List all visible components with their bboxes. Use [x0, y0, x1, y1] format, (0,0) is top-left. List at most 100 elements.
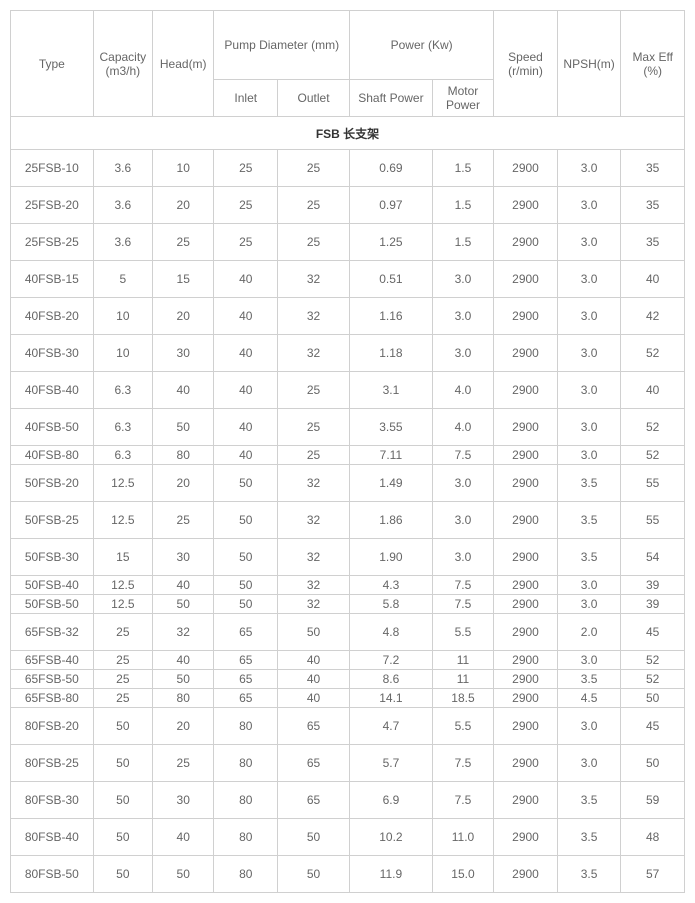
cell-motor: 3.0 — [432, 261, 493, 298]
table-row: 50FSB-4012.54050324.37.529003.039 — [11, 576, 685, 595]
table-row: 40FSB-506.35040253.554.029003.052 — [11, 409, 685, 446]
cell-motor: 3.0 — [432, 465, 493, 502]
section-row: FSB 长支架 — [11, 117, 685, 150]
cell-cap: 12.5 — [93, 595, 152, 614]
cell-speed: 2900 — [494, 539, 558, 576]
cell-speed: 2900 — [494, 261, 558, 298]
cell-eff: 45 — [621, 614, 685, 651]
cell-inlet: 80 — [214, 782, 278, 819]
cell-motor: 5.5 — [432, 614, 493, 651]
header-npsh: NPSH(m) — [557, 11, 621, 117]
cell-npsh: 2.0 — [557, 614, 621, 651]
cell-speed: 2900 — [494, 651, 558, 670]
cell-shaft: 0.97 — [350, 187, 433, 224]
cell-motor: 7.5 — [432, 595, 493, 614]
header-pump-diameter: Pump Diameter (mm) — [214, 11, 350, 80]
cell-inlet: 65 — [214, 670, 278, 689]
table-row: 40FSB-30103040321.183.029003.052 — [11, 335, 685, 372]
table-row: 65FSB-40254065407.21129003.052 — [11, 651, 685, 670]
cell-npsh: 3.0 — [557, 150, 621, 187]
cell-head: 25 — [153, 745, 214, 782]
cell-eff: 39 — [621, 595, 685, 614]
cell-shaft: 1.18 — [350, 335, 433, 372]
cell-head: 20 — [153, 187, 214, 224]
cell-shaft: 4.8 — [350, 614, 433, 651]
cell-motor: 7.5 — [432, 576, 493, 595]
table-row: 80FSB-505050805011.915.029003.557 — [11, 856, 685, 893]
cell-speed: 2900 — [494, 409, 558, 446]
cell-head: 30 — [153, 782, 214, 819]
cell-speed: 2900 — [494, 708, 558, 745]
header-type: Type — [11, 11, 94, 117]
cell-speed: 2900 — [494, 446, 558, 465]
cell-outlet: 40 — [278, 651, 350, 670]
cell-speed: 2900 — [494, 670, 558, 689]
cell-motor: 3.0 — [432, 539, 493, 576]
cell-eff: 48 — [621, 819, 685, 856]
cell-type: 40FSB-80 — [11, 446, 94, 465]
cell-shaft: 3.1 — [350, 372, 433, 409]
cell-head: 25 — [153, 224, 214, 261]
cell-inlet: 50 — [214, 539, 278, 576]
cell-type: 65FSB-32 — [11, 614, 94, 651]
table-row: 65FSB-32253265504.85.529002.045 — [11, 614, 685, 651]
cell-type: 40FSB-40 — [11, 372, 94, 409]
header-outlet: Outlet — [278, 80, 350, 117]
header-motor-power: Motor Power — [432, 80, 493, 117]
cell-type: 25FSB-20 — [11, 187, 94, 224]
cell-outlet: 25 — [278, 187, 350, 224]
cell-cap: 12.5 — [93, 465, 152, 502]
table-row: 50FSB-30153050321.903.029003.554 — [11, 539, 685, 576]
cell-cap: 50 — [93, 745, 152, 782]
cell-motor: 3.0 — [432, 335, 493, 372]
cell-outlet: 25 — [278, 409, 350, 446]
cell-eff: 59 — [621, 782, 685, 819]
cell-npsh: 3.0 — [557, 335, 621, 372]
cell-npsh: 3.0 — [557, 576, 621, 595]
cell-eff: 52 — [621, 670, 685, 689]
cell-inlet: 25 — [214, 150, 278, 187]
header-shaft-power: Shaft Power — [350, 80, 433, 117]
cell-shaft: 8.6 — [350, 670, 433, 689]
table-row: 40FSB-806.38040257.117.529003.052 — [11, 446, 685, 465]
cell-speed: 2900 — [494, 745, 558, 782]
cell-inlet: 40 — [214, 409, 278, 446]
cell-type: 65FSB-80 — [11, 689, 94, 708]
cell-outlet: 25 — [278, 224, 350, 261]
table-row: 25FSB-203.62025250.971.529003.035 — [11, 187, 685, 224]
cell-shaft: 0.51 — [350, 261, 433, 298]
cell-outlet: 50 — [278, 614, 350, 651]
cell-type: 40FSB-50 — [11, 409, 94, 446]
cell-eff: 42 — [621, 298, 685, 335]
cell-head: 40 — [153, 651, 214, 670]
cell-outlet: 50 — [278, 856, 350, 893]
cell-motor: 11 — [432, 651, 493, 670]
cell-speed: 2900 — [494, 782, 558, 819]
cell-shaft: 1.49 — [350, 465, 433, 502]
cell-motor: 11.0 — [432, 819, 493, 856]
cell-motor: 5.5 — [432, 708, 493, 745]
cell-npsh: 3.5 — [557, 856, 621, 893]
cell-speed: 2900 — [494, 224, 558, 261]
cell-speed: 2900 — [494, 187, 558, 224]
cell-inlet: 65 — [214, 689, 278, 708]
cell-motor: 1.5 — [432, 224, 493, 261]
cell-shaft: 3.55 — [350, 409, 433, 446]
cell-shaft: 4.3 — [350, 576, 433, 595]
cell-cap: 3.6 — [93, 150, 152, 187]
cell-outlet: 65 — [278, 708, 350, 745]
cell-speed: 2900 — [494, 614, 558, 651]
cell-motor: 1.5 — [432, 150, 493, 187]
table-row: 40FSB-20102040321.163.029003.042 — [11, 298, 685, 335]
cell-motor: 4.0 — [432, 409, 493, 446]
cell-motor: 7.5 — [432, 782, 493, 819]
cell-shaft: 1.16 — [350, 298, 433, 335]
cell-npsh: 3.5 — [557, 670, 621, 689]
table-row: 50FSB-2512.52550321.863.029003.555 — [11, 502, 685, 539]
cell-head: 30 — [153, 335, 214, 372]
cell-motor: 3.0 — [432, 298, 493, 335]
cell-npsh: 4.5 — [557, 689, 621, 708]
table-row: 50FSB-5012.55050325.87.529003.039 — [11, 595, 685, 614]
cell-type: 50FSB-50 — [11, 595, 94, 614]
cell-shaft: 4.7 — [350, 708, 433, 745]
